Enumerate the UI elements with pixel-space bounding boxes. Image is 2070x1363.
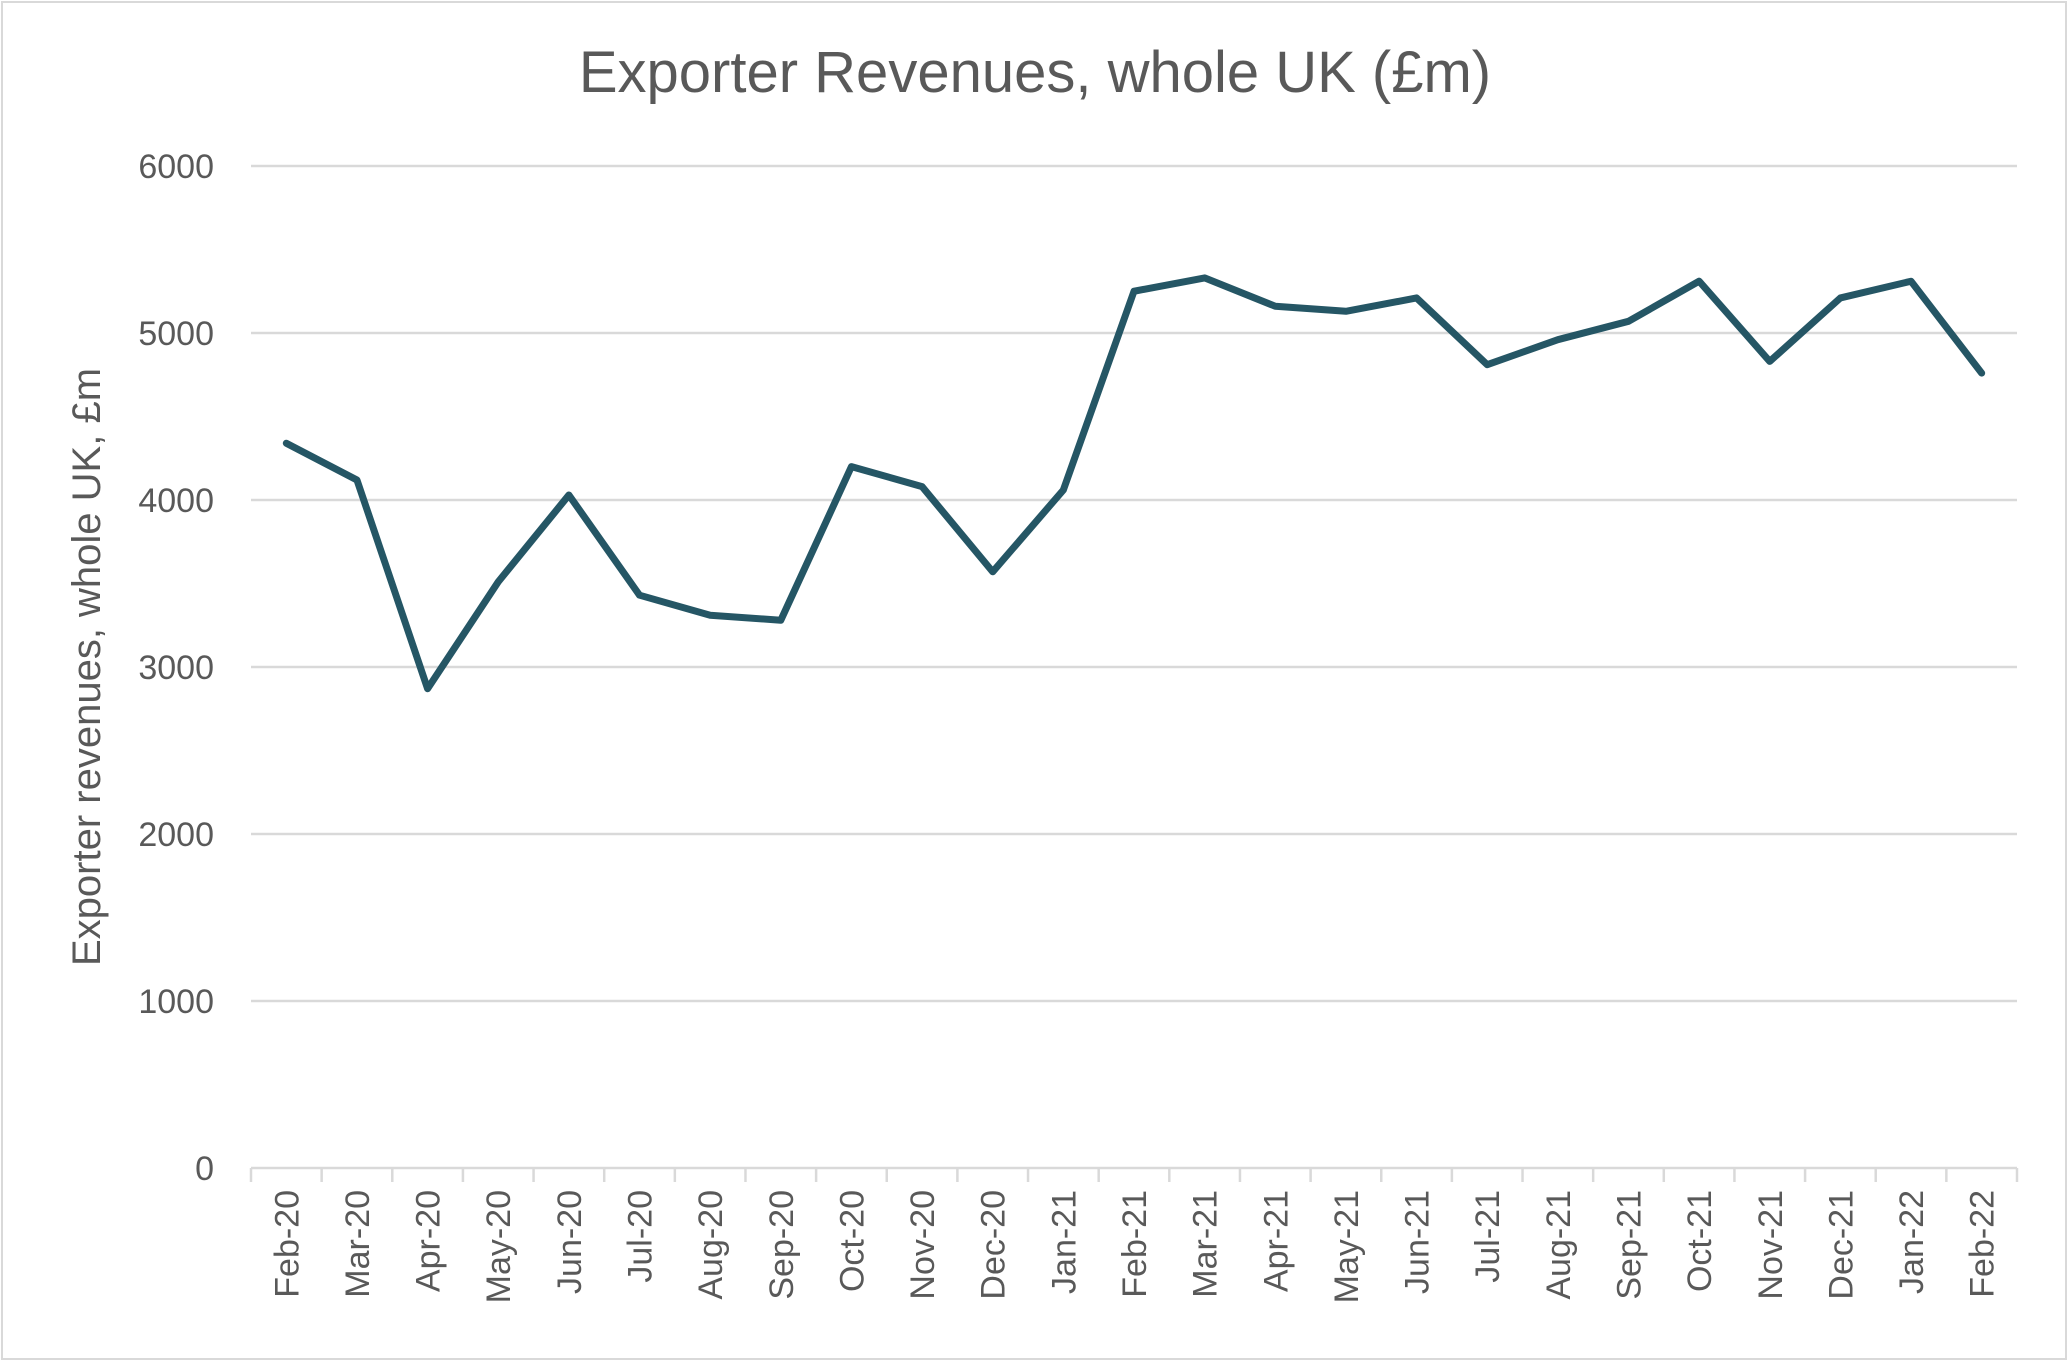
x-tick-label: May-20	[480, 1190, 518, 1303]
y-tick-label: 2000	[138, 816, 214, 854]
x-tick-label: Sep-20	[763, 1190, 801, 1300]
x-tick-label: May-21	[1328, 1190, 1366, 1303]
x-tick-label: Mar-20	[339, 1190, 377, 1298]
x-tick-label: Jul-20	[622, 1190, 660, 1283]
x-tick-label: Aug-20	[692, 1190, 730, 1300]
chart-title: Exporter Revenues, whole UK (£m)	[579, 40, 1491, 105]
x-tick-label: Jan-22	[1893, 1190, 1931, 1294]
x-tick-label: Jun-21	[1399, 1190, 1437, 1294]
y-tick-label: 1000	[138, 983, 214, 1021]
x-tick-label: Sep-21	[1610, 1190, 1648, 1300]
y-tick-label: 6000	[138, 148, 214, 186]
x-tick-label: Nov-20	[904, 1190, 942, 1300]
y-tick-label: 4000	[138, 482, 214, 520]
x-tick-label: Jun-20	[551, 1190, 589, 1294]
x-tick-label: Oct-20	[833, 1190, 871, 1292]
x-tick-label: Oct-21	[1681, 1190, 1719, 1292]
x-tick-label: Feb-21	[1116, 1190, 1154, 1298]
x-tick-label: Feb-20	[268, 1190, 306, 1298]
y-axis-label: Exporter revenues, whole UK, £m	[65, 368, 109, 966]
y-tick-label: 3000	[138, 649, 214, 687]
x-tick-label: Apr-21	[1257, 1190, 1295, 1292]
x-tick-label: Jan-21	[1045, 1190, 1083, 1294]
y-tick-label: 0	[195, 1150, 214, 1188]
x-tick-label: Feb-22	[1964, 1190, 2002, 1298]
x-tick-label: Apr-20	[410, 1190, 448, 1292]
x-tick-label: Dec-20	[975, 1190, 1013, 1300]
y-tick-label: 5000	[138, 315, 214, 353]
x-tick-label: Dec-21	[1822, 1190, 1860, 1300]
x-tick-label: Jul-21	[1469, 1190, 1507, 1283]
x-tick-label: Mar-21	[1187, 1190, 1225, 1298]
x-tick-label: Nov-21	[1752, 1190, 1790, 1300]
x-tick-label: Aug-21	[1540, 1190, 1578, 1300]
series-line	[282, 274, 1986, 693]
